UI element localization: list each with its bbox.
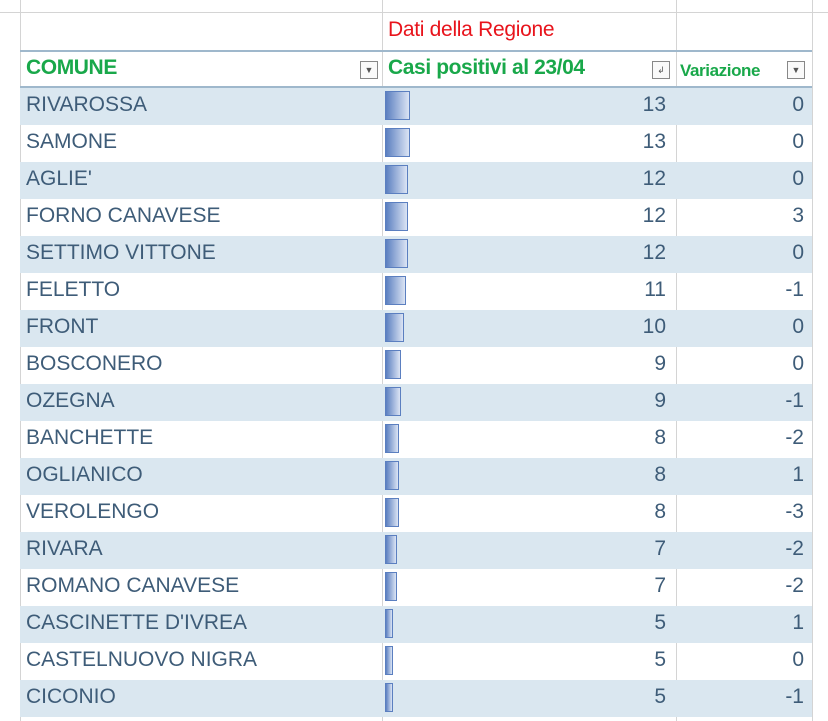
- casi-cell[interactable]: 5: [654, 685, 666, 708]
- casi-cell[interactable]: 12: [642, 241, 666, 264]
- casi-cell[interactable]: 9: [654, 352, 666, 375]
- variazione-cell[interactable]: 0: [792, 352, 804, 375]
- comune-cell[interactable]: FORNO CANAVESE: [26, 204, 221, 227]
- table-row[interactable]: SETTIMO VITTONE 12 0: [20, 236, 812, 273]
- header-variazione: Variazione: [680, 61, 761, 80]
- casi-cell[interactable]: 8: [654, 426, 666, 449]
- table-row[interactable]: RIVAROSSA 13 0: [20, 88, 812, 125]
- data-bar: [385, 165, 408, 194]
- variazione-cell[interactable]: 0: [792, 93, 804, 116]
- variazione-cell[interactable]: 0: [792, 241, 804, 264]
- data-bar: [385, 646, 393, 675]
- table-row[interactable]: CICONIO 5 -1: [20, 680, 812, 717]
- data-bar: [385, 202, 408, 231]
- data-bar: [385, 535, 398, 564]
- variazione-cell[interactable]: -1: [785, 278, 804, 301]
- table-row[interactable]: RIVARA 7 -2: [20, 532, 812, 569]
- comune-cell[interactable]: FRONT: [26, 315, 99, 338]
- comune-cell[interactable]: FELETTO: [26, 278, 121, 301]
- table-row[interactable]: AGLIE' 12 0: [20, 162, 812, 199]
- comune-cell[interactable]: ROMANO CANAVESE: [26, 574, 240, 597]
- casi-cell[interactable]: 10: [642, 315, 666, 338]
- data-bar: [385, 128, 410, 157]
- data-bar: [385, 313, 404, 342]
- casi-cell[interactable]: 12: [642, 204, 666, 227]
- data-bar: [385, 239, 408, 268]
- column-border: [382, 0, 383, 721]
- casi-cell[interactable]: 5: [654, 611, 666, 634]
- data-bar: [385, 572, 398, 601]
- table-row[interactable]: VEROLENGO 8 -3: [20, 495, 812, 532]
- data-bar: [385, 609, 393, 638]
- variazione-cell[interactable]: -2: [785, 537, 804, 560]
- table-row[interactable]: BOSCONERO 9 0: [20, 347, 812, 384]
- variazione-cell[interactable]: 1: [792, 611, 804, 634]
- table-row[interactable]: OZEGNA 9 -1: [20, 384, 812, 421]
- comune-cell[interactable]: BANCHETTE: [26, 426, 154, 449]
- data-bar: [385, 387, 402, 416]
- casi-cell[interactable]: 8: [654, 500, 666, 523]
- variazione-cell[interactable]: -2: [785, 574, 804, 597]
- casi-cell[interactable]: 13: [642, 93, 666, 116]
- data-bar: [385, 683, 393, 712]
- table-row[interactable]: FRONT 10 0: [20, 310, 812, 347]
- variazione-cell[interactable]: 0: [792, 315, 804, 338]
- table-row[interactable]: SAMONE 13 0: [20, 125, 812, 162]
- column-border: [812, 0, 813, 721]
- data-bar: [385, 461, 400, 490]
- comune-cell[interactable]: RIVARA: [26, 537, 103, 560]
- data-bar: [385, 424, 400, 453]
- variazione-cell[interactable]: -3: [785, 500, 804, 523]
- variazione-cell[interactable]: -2: [785, 426, 804, 449]
- variazione-cell[interactable]: -1: [785, 389, 804, 412]
- region-data-title: Dati della Regione: [388, 18, 555, 41]
- casi-cell[interactable]: 7: [654, 537, 666, 560]
- variazione-cell[interactable]: 3: [792, 204, 804, 227]
- comune-cell[interactable]: RIVAROSSA: [26, 93, 147, 116]
- comune-cell[interactable]: AGLIE': [26, 167, 92, 190]
- column-border: [676, 0, 677, 721]
- column-border: [20, 0, 21, 721]
- comune-cell[interactable]: CASCINETTE D'IVREA: [26, 611, 248, 634]
- data-bar: [385, 498, 400, 527]
- casi-cell[interactable]: 13: [642, 130, 666, 153]
- header-casi: Casi positivi al 23/04: [388, 56, 585, 79]
- table-header-row: [20, 50, 812, 88]
- comune-cell[interactable]: SETTIMO VITTONE: [26, 241, 216, 264]
- casi-cell[interactable]: 5: [654, 648, 666, 671]
- variazione-cell[interactable]: 0: [792, 130, 804, 153]
- variazione-cell[interactable]: 0: [792, 648, 804, 671]
- row-border: [0, 12, 828, 13]
- table-row[interactable]: CASTELNUOVO NIGRA 5 0: [20, 643, 812, 680]
- sort-descending-icon[interactable]: ↲: [652, 61, 670, 79]
- comune-cell[interactable]: SAMONE: [26, 130, 118, 153]
- casi-cell[interactable]: 11: [644, 278, 666, 301]
- table-row[interactable]: BANCHETTE 8 -2: [20, 421, 812, 458]
- casi-cell[interactable]: 12: [642, 167, 666, 190]
- comune-cell[interactable]: OZEGNA: [26, 389, 115, 412]
- table-row[interactable]: ROMANO CANAVESE 7 -2: [20, 569, 812, 606]
- casi-cell[interactable]: 7: [654, 574, 666, 597]
- comune-cell[interactable]: VEROLENGO: [26, 500, 160, 523]
- comune-cell[interactable]: OGLIANICO: [26, 463, 143, 486]
- data-bar: [385, 91, 410, 120]
- casi-cell[interactable]: 9: [654, 389, 666, 412]
- header-comune: COMUNE: [26, 56, 117, 79]
- filter-dropdown-icon[interactable]: ▼: [787, 61, 805, 79]
- variazione-cell[interactable]: -1: [785, 685, 804, 708]
- data-bar: [385, 350, 402, 379]
- data-bar: [385, 276, 406, 305]
- casi-cell[interactable]: 8: [654, 463, 666, 486]
- comune-cell[interactable]: BOSCONERO: [26, 352, 163, 375]
- table-row[interactable]: OGLIANICO 8 1: [20, 458, 812, 495]
- comune-cell[interactable]: CASTELNUOVO NIGRA: [26, 648, 258, 671]
- table-row[interactable]: CASCINETTE D'IVREA 5 1: [20, 606, 812, 643]
- table-row[interactable]: FELETTO 11 -1: [20, 273, 812, 310]
- variazione-cell[interactable]: 0: [792, 167, 804, 190]
- table-row[interactable]: FORNO CANAVESE 12 3: [20, 199, 812, 236]
- comune-cell[interactable]: CICONIO: [26, 685, 116, 708]
- variazione-cell[interactable]: 1: [792, 463, 804, 486]
- filter-dropdown-icon[interactable]: ▼: [360, 61, 378, 79]
